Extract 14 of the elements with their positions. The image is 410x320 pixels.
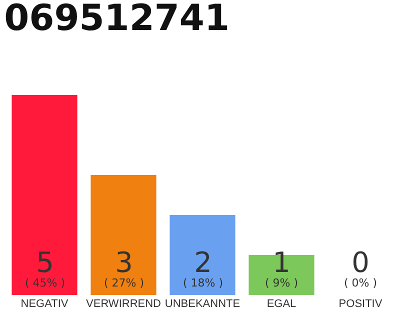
data-label: 5 ( 45% ) — [25, 246, 66, 290]
data-label: 1 ( 9% ) — [265, 246, 298, 290]
x-tick-label: VERWIRREND — [86, 298, 162, 310]
x-tick-label: EGAL — [266, 298, 296, 310]
data-label: 3 ( 27% ) — [104, 246, 144, 290]
x-tick-label: NEGATIV — [20, 298, 69, 310]
bar — [12, 95, 78, 295]
x-tick-label: POSITIV — [338, 298, 383, 310]
data-label: 0 ( 0% ) — [344, 246, 378, 290]
chart-title: 069512741 — [4, 0, 230, 39]
bar — [90, 175, 156, 295]
x-tick-label: UNBEKANNTE — [164, 298, 240, 310]
data-label: 2 ( 18% ) — [183, 246, 224, 290]
bar — [170, 215, 236, 295]
